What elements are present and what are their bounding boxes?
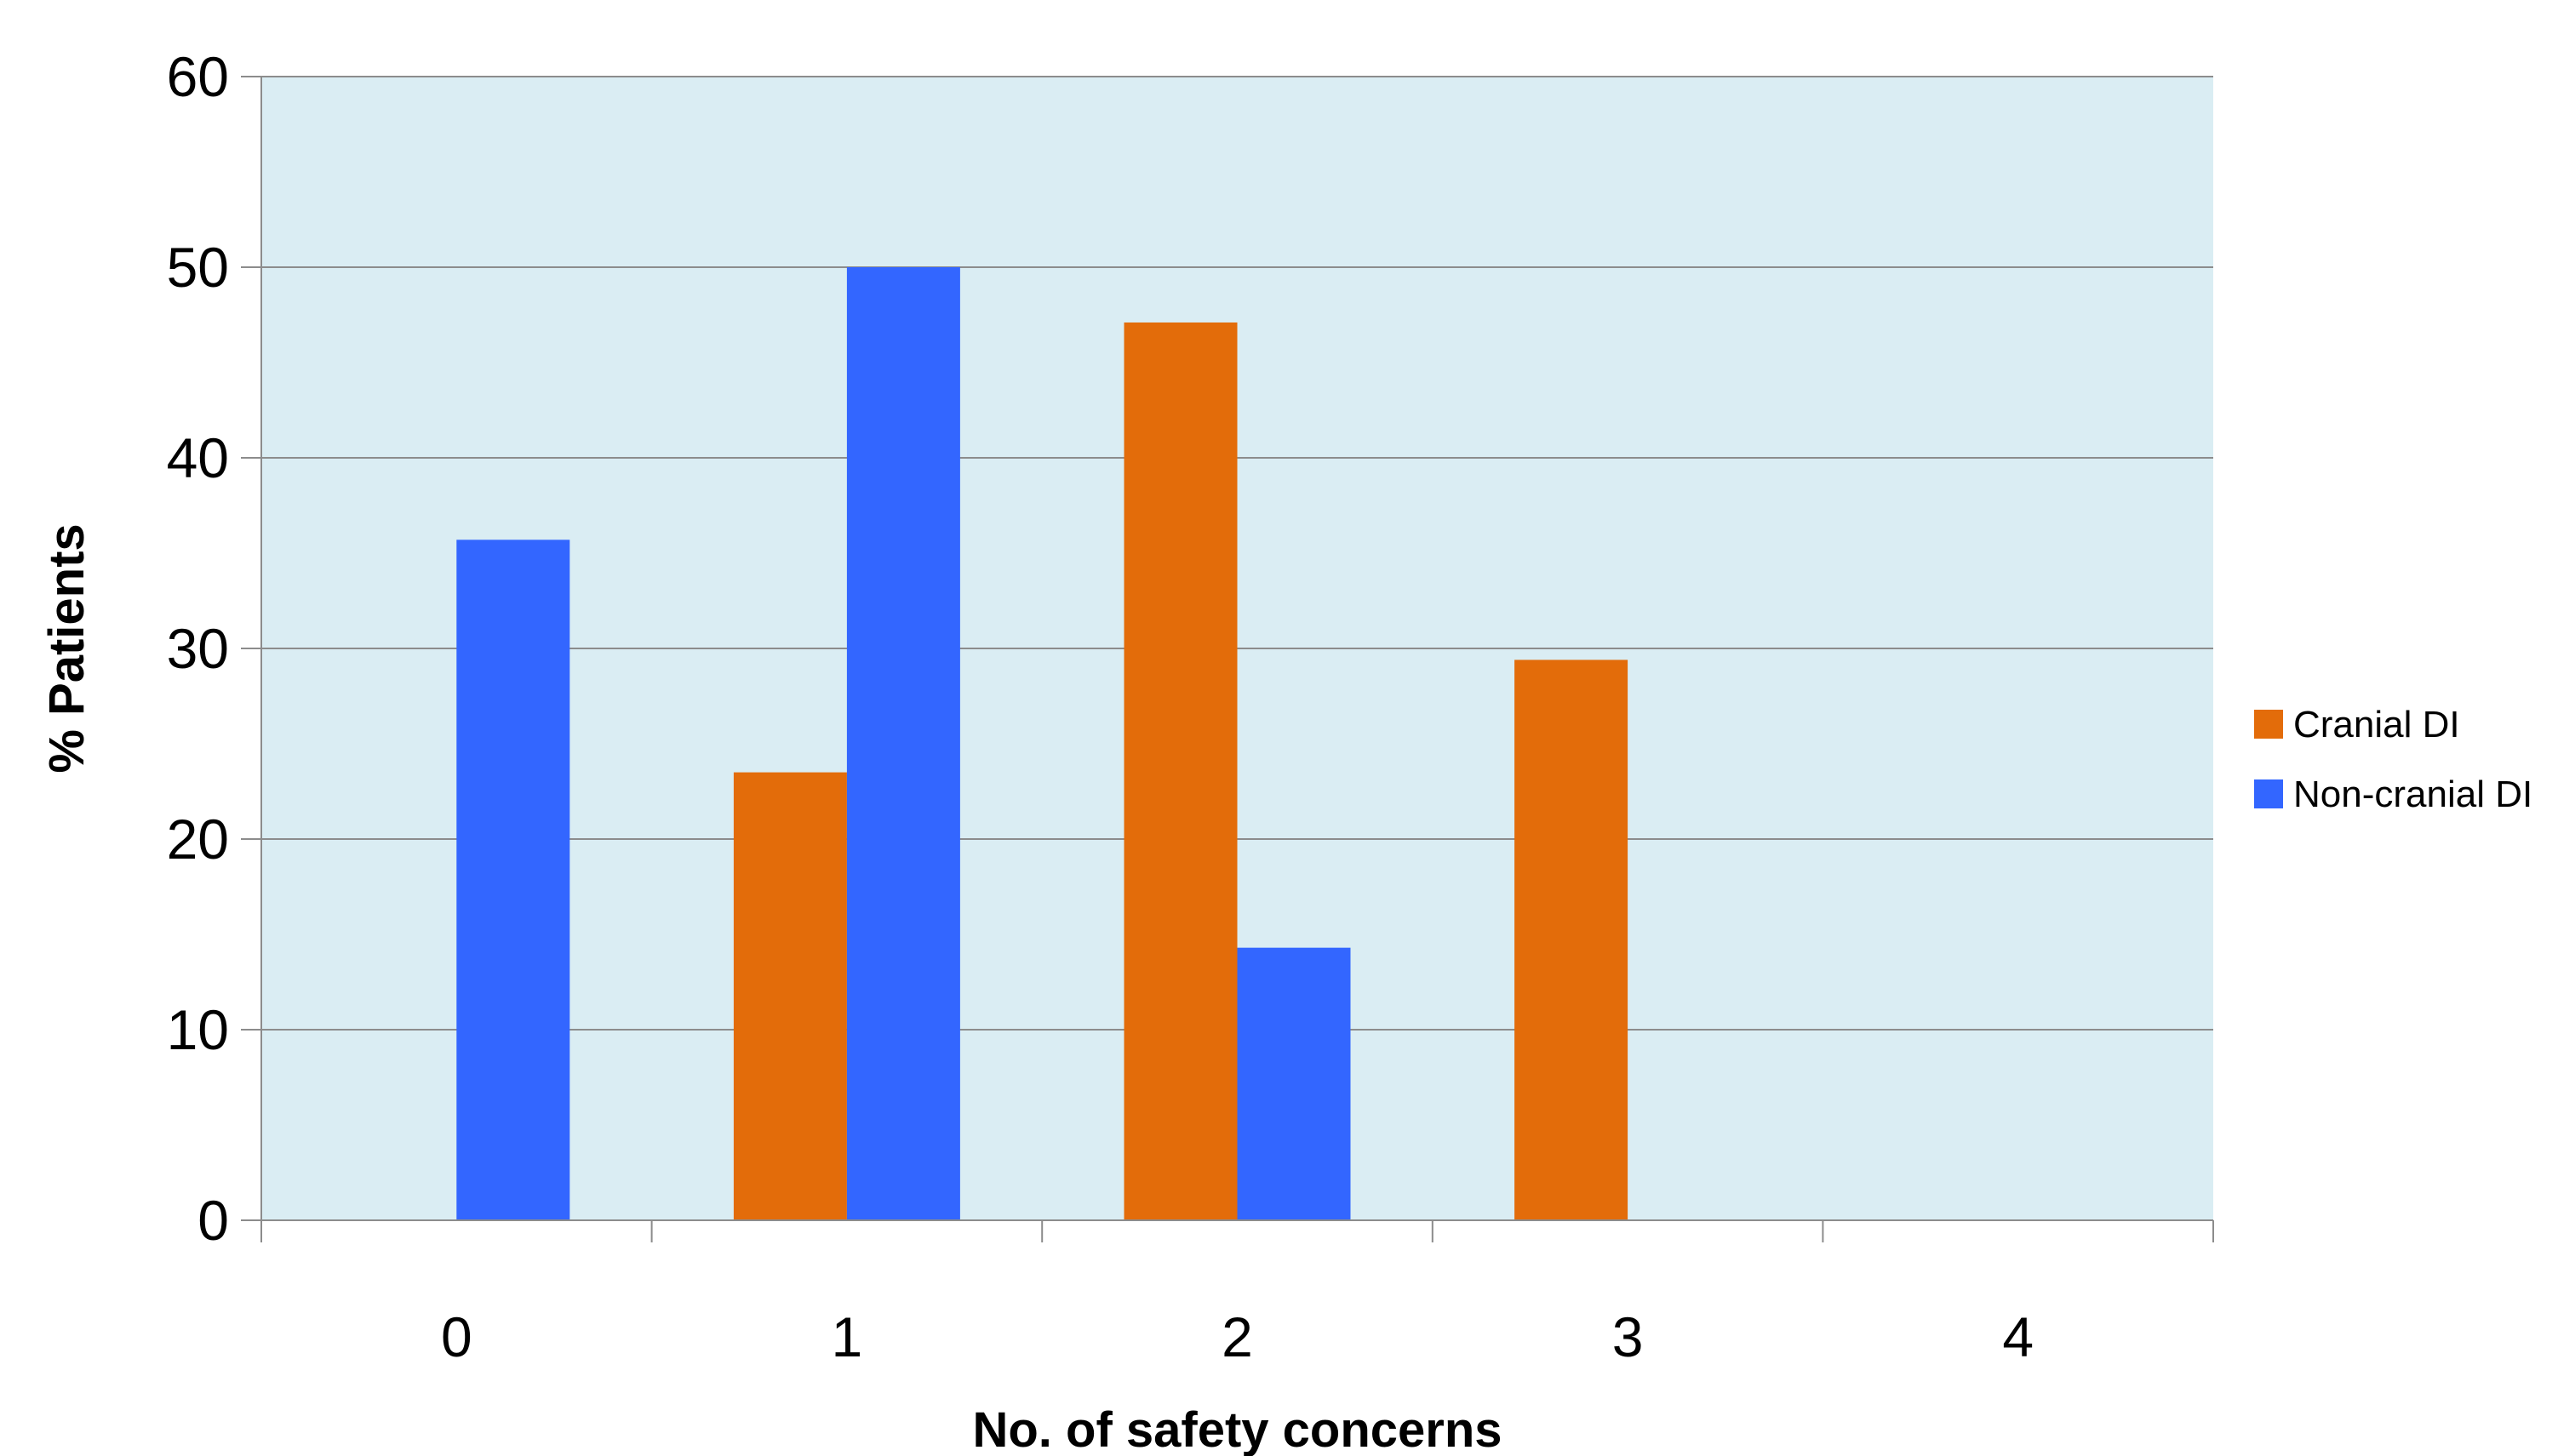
- y-tick-label: 10: [167, 998, 229, 1061]
- y-tick-label: 50: [167, 236, 229, 299]
- y-tick-label: 60: [167, 45, 229, 108]
- bar-non-cranial-di-1: [846, 267, 960, 1220]
- x-axis-title: No. of safety concerns: [972, 1402, 1502, 1456]
- y-tick-label: 20: [167, 808, 229, 871]
- x-tick-label: 1: [832, 1305, 863, 1368]
- legend-label: Cranial DI: [2293, 704, 2460, 745]
- legend-label: Non-cranial DI: [2293, 774, 2532, 815]
- legend-swatch: [2254, 779, 2283, 808]
- y-axis-title: % Patients: [39, 523, 94, 773]
- x-tick-labels: 0 1 2 3 4: [441, 1305, 2034, 1368]
- legend: Cranial DI Non-cranial DI: [2254, 704, 2532, 815]
- bar-non-cranial-di-0: [456, 540, 570, 1220]
- y-tick-labels: 0 10 20 30 40 50 60: [167, 45, 229, 1252]
- bars: [456, 267, 1628, 1221]
- x-tick-label: 4: [2002, 1305, 2034, 1368]
- x-tick-label: 0: [441, 1305, 472, 1368]
- bar-cranial-di-3: [1514, 659, 1628, 1220]
- bar-cranial-di-2: [1124, 322, 1238, 1221]
- y-tick-label: 0: [197, 1189, 229, 1252]
- bar-non-cranial-di-2: [1237, 947, 1351, 1220]
- y-tick-label: 40: [167, 426, 229, 489]
- x-tick-label: 2: [1222, 1305, 1253, 1368]
- bar-cranial-di-1: [733, 772, 847, 1220]
- x-tick-label: 3: [1612, 1305, 1644, 1368]
- axes: [241, 76, 2214, 1242]
- y-tick-label: 30: [167, 617, 229, 680]
- legend-swatch: [2254, 710, 2283, 739]
